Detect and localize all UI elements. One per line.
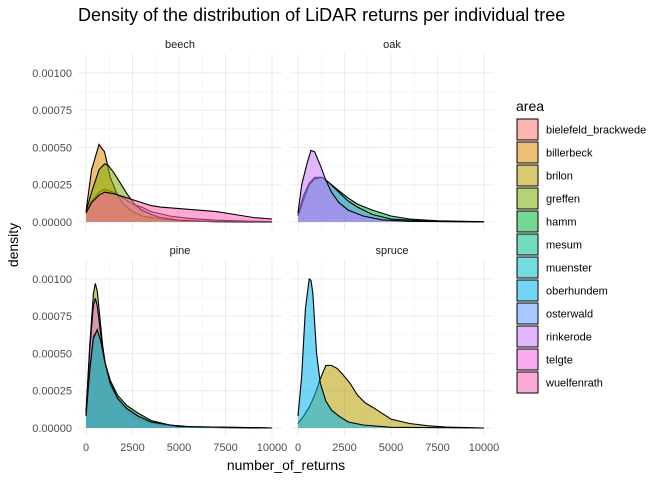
legend-swatch-rinkerode bbox=[516, 325, 539, 348]
legend-label-rinkerode: rinkerode bbox=[546, 332, 592, 344]
legend-swatch-billerbeck bbox=[516, 141, 539, 164]
density-area-spruce-brilon bbox=[298, 365, 484, 428]
facet-label-spruce: spruce bbox=[375, 245, 408, 257]
legend-item-osterwald: osterwald bbox=[516, 302, 593, 325]
facet-panels: beech 0.00000 0.00025 0.00050 0.00075 0.00100… bbox=[32, 39, 499, 454]
x-tick-label: 5000 bbox=[379, 442, 403, 454]
legend-label-telgte: telgte bbox=[546, 355, 573, 367]
legend-item-wuelfenrath: wuelfenrath bbox=[516, 371, 603, 394]
legend-items: bielefeld_brackwede billerbeck brilon greff… bbox=[516, 118, 646, 394]
density-outline-pine-muenster bbox=[85, 328, 273, 429]
y-tick-label: 0.00000 bbox=[32, 217, 72, 229]
legend-swatch-brilon bbox=[516, 164, 539, 187]
x-tick-label: 10000 bbox=[469, 442, 500, 454]
legend-swatch-hamm bbox=[516, 210, 539, 233]
legend-label-osterwald: osterwald bbox=[546, 309, 593, 321]
legend-item-hamm: hamm bbox=[516, 210, 577, 233]
facet-panel-beech: beech 0.00000 0.00025 0.00050 0.00075 0.00100 bbox=[32, 39, 282, 230]
legend-item-rinkerode: rinkerode bbox=[516, 325, 592, 348]
legend-swatch-telgte bbox=[516, 348, 539, 371]
chart-title: Density of the distribution of LiDAR ret… bbox=[78, 5, 565, 25]
legend-label-billerbeck: billerbeck bbox=[546, 148, 593, 160]
y-tick-label: 0.00025 bbox=[32, 180, 72, 192]
legend-label-brilon: brilon bbox=[546, 171, 573, 183]
x-tick-label: 7500 bbox=[425, 442, 449, 454]
legend-title: area bbox=[516, 98, 544, 114]
y-tick-label: 0.00050 bbox=[32, 142, 72, 154]
y-tick-label: 0.00025 bbox=[32, 386, 72, 398]
legend-item-telgte: telgte bbox=[516, 348, 573, 371]
legend-label-hamm: hamm bbox=[546, 217, 577, 229]
legend-item-oberhundem: oberhundem bbox=[516, 279, 608, 302]
x-tick-label: 0 bbox=[83, 442, 89, 454]
legend-swatch-wuelfenrath bbox=[516, 371, 539, 394]
y-tick-label: 0.00075 bbox=[32, 311, 72, 323]
x-tick-label: 2500 bbox=[120, 442, 144, 454]
density-outline-spruce-oberhundem bbox=[297, 277, 485, 429]
legend-swatch-mesum bbox=[516, 233, 539, 256]
x-tick-label: 5000 bbox=[167, 442, 191, 454]
facet-label-pine: pine bbox=[170, 245, 191, 257]
x-axis-title: number_of_returns bbox=[227, 457, 345, 473]
legend-label-muenster: muenster bbox=[546, 263, 592, 275]
density-area-pine-muenster bbox=[86, 329, 272, 428]
legend: area bielefeld_brackwede billerbeck brilon… bbox=[516, 98, 646, 394]
legend-label-wuelfenrath: wuelfenrath bbox=[545, 378, 603, 390]
legend-item-brilon: brilon bbox=[516, 164, 573, 187]
legend-swatch-muenster bbox=[516, 256, 539, 279]
x-tick-label: 2500 bbox=[332, 442, 356, 454]
y-tick-label: 0.00000 bbox=[32, 423, 72, 435]
density-outline-beech-wuelfenrath bbox=[85, 191, 273, 220]
legend-item-bielefeld_brackwede: bielefeld_brackwede bbox=[516, 118, 646, 141]
facet-label-oak: oak bbox=[383, 39, 401, 51]
legend-swatch-greffen bbox=[516, 187, 539, 210]
x-tick-label: 0 bbox=[295, 442, 301, 454]
facet-panel-spruce: spruce 0 2500 5000 7500 10000 bbox=[290, 245, 499, 454]
facet-panel-pine: pine 0.00000 0.00025 0.00050 0.00075 0.00100 0… bbox=[32, 245, 287, 454]
x-tick-label: 10000 bbox=[257, 442, 288, 454]
y-tick-label: 0.00100 bbox=[32, 68, 72, 80]
y-axis-title: density bbox=[5, 223, 21, 267]
density-outline-oak-rinkerode bbox=[297, 149, 485, 223]
legend-swatch-bielefeld_brackwede bbox=[516, 118, 539, 141]
legend-swatch-osterwald bbox=[516, 302, 539, 325]
y-tick-label: 0.00100 bbox=[32, 274, 72, 286]
legend-label-greffen: greffen bbox=[546, 194, 580, 206]
density-area-spruce-oberhundem bbox=[298, 278, 484, 428]
y-tick-label: 0.00075 bbox=[32, 105, 72, 117]
legend-item-greffen: greffen bbox=[516, 187, 580, 210]
legend-label-mesum: mesum bbox=[546, 240, 582, 252]
facet-label-beech: beech bbox=[165, 39, 195, 51]
legend-item-mesum: mesum bbox=[516, 233, 582, 256]
legend-swatch-oberhundem bbox=[516, 279, 539, 302]
legend-item-muenster: muenster bbox=[516, 256, 592, 279]
legend-label-bielefeld_brackwede: bielefeld_brackwede bbox=[546, 125, 646, 137]
x-tick-label: 7500 bbox=[213, 442, 237, 454]
legend-item-billerbeck: billerbeck bbox=[516, 141, 593, 164]
facet-panel-oak: oak bbox=[290, 39, 494, 230]
legend-label-oberhundem: oberhundem bbox=[546, 286, 608, 298]
y-tick-label: 0.00050 bbox=[32, 348, 72, 360]
